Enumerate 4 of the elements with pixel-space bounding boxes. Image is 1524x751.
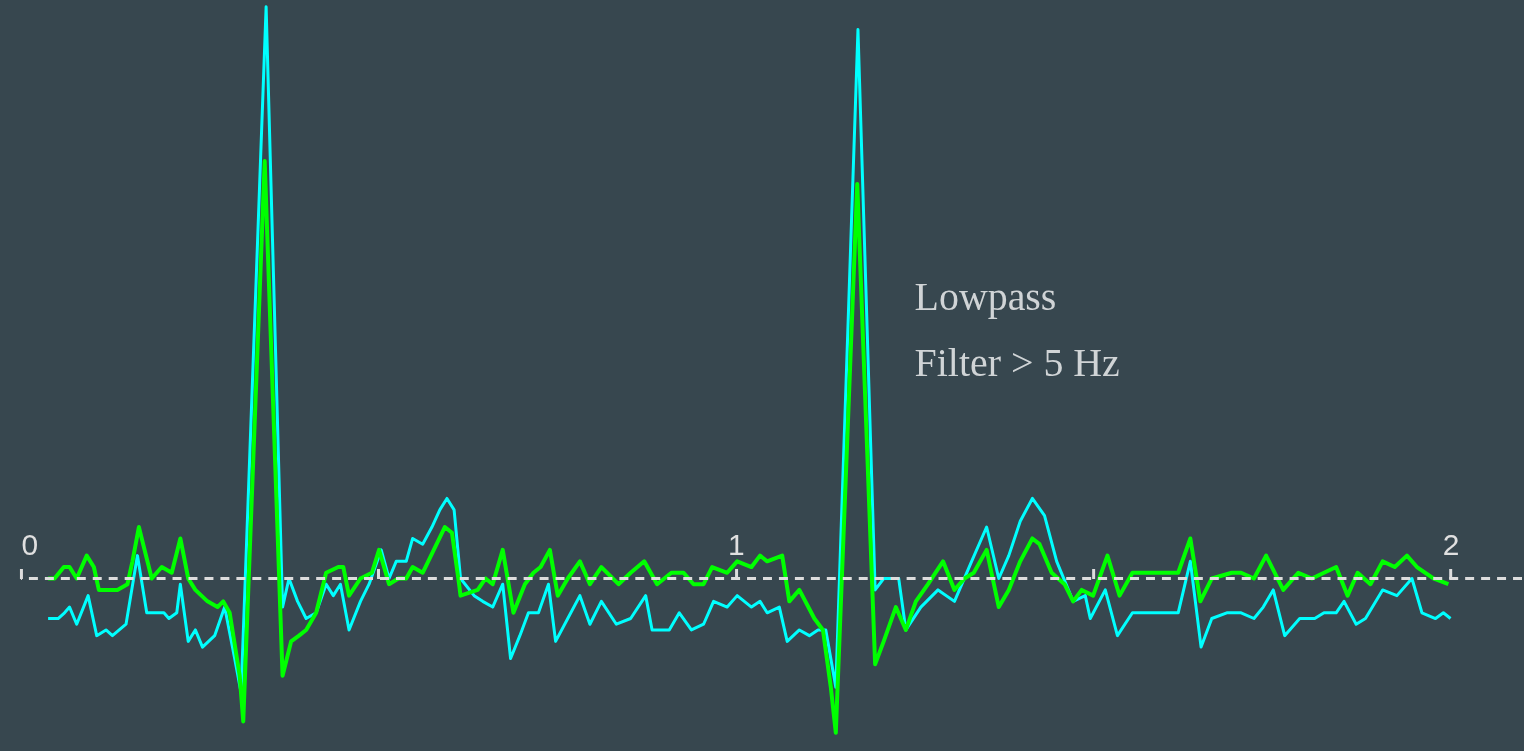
x-tick-label: 2	[1442, 528, 1460, 562]
x-tick-label: 1	[727, 528, 745, 562]
x-tick-label: 0	[21, 528, 39, 562]
annotation: Lowpass Filter > 5 Hz	[914, 274, 1120, 385]
